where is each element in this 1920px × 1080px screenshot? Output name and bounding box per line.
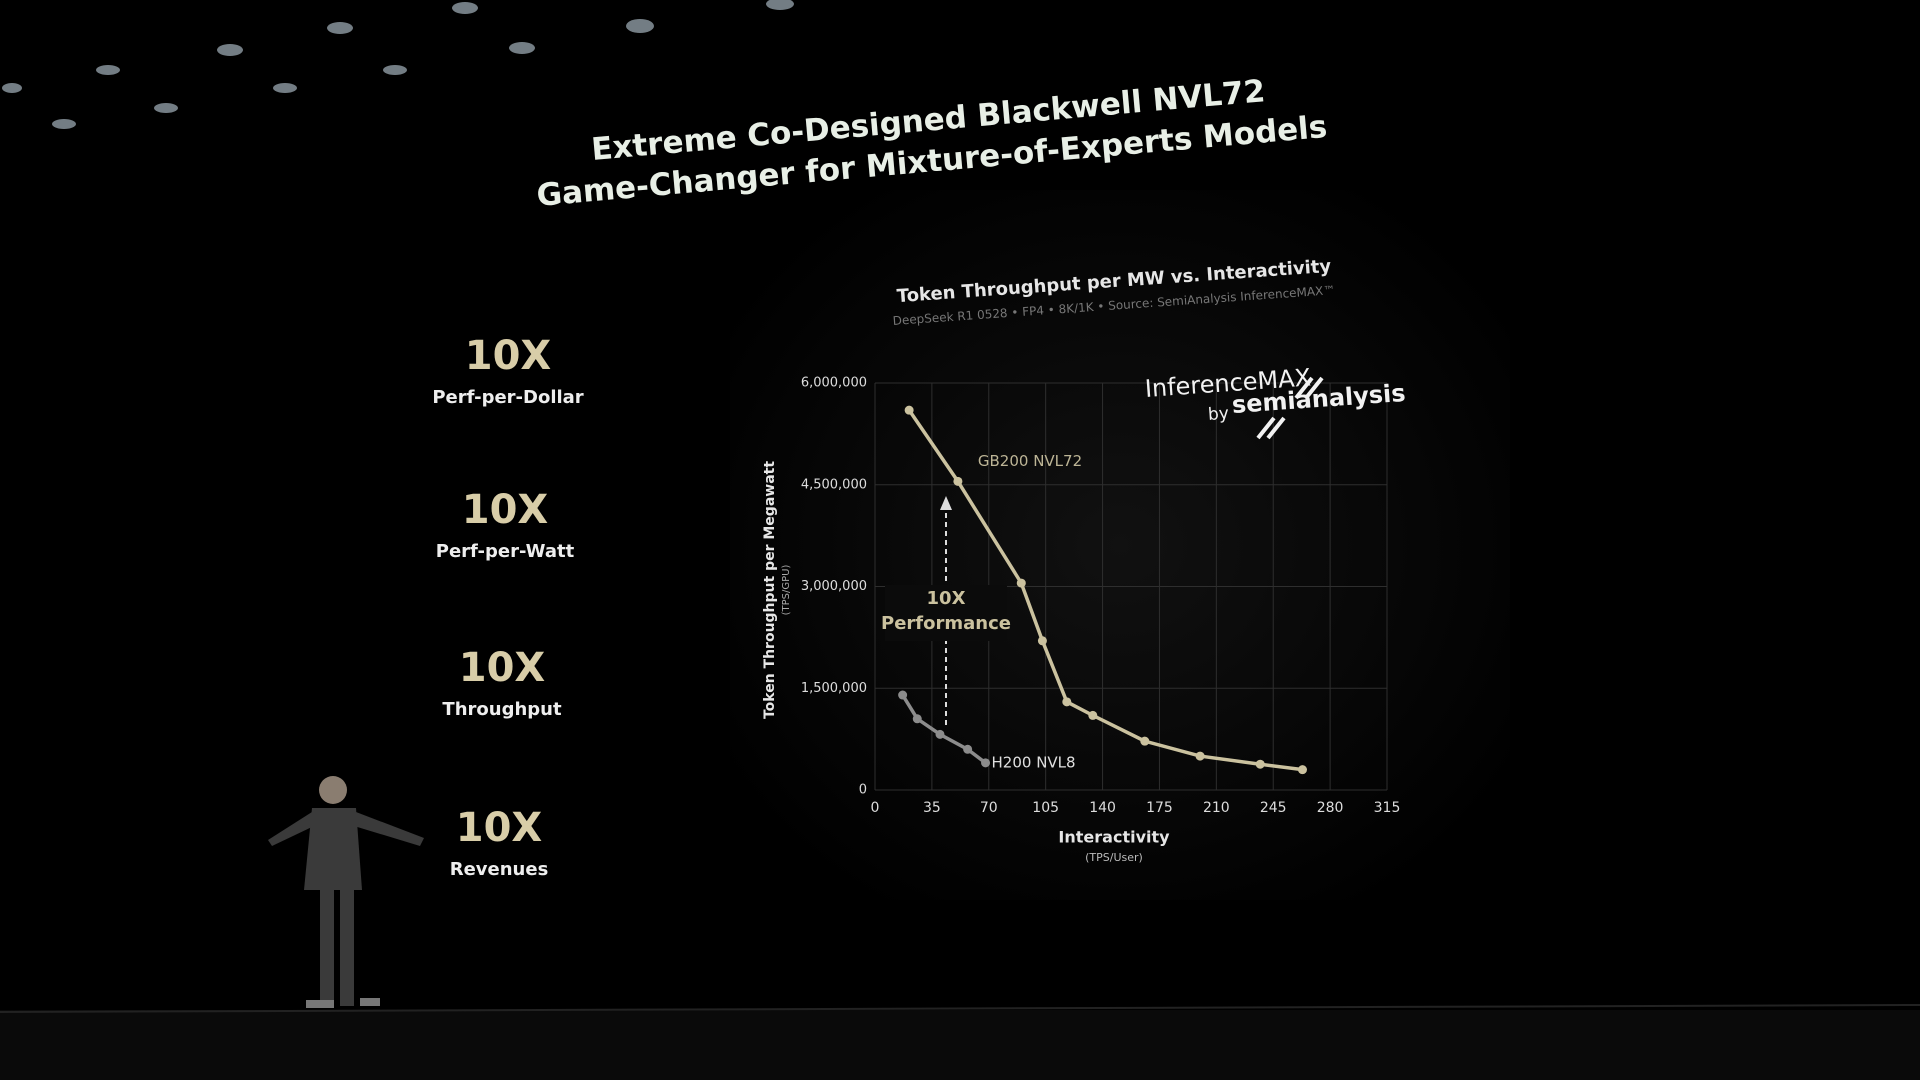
chart: Token Throughput per MW vs. Interactivit… <box>762 256 1406 864</box>
annotation: 10X <box>927 588 966 609</box>
y-tick-label: 1,500,000 <box>801 681 867 696</box>
stage-floor <box>0 1010 1920 1080</box>
data-point <box>981 758 991 768</box>
stage-edge <box>0 1004 1920 1013</box>
annotation-bg <box>885 585 1007 641</box>
x-tick-label: 70 <box>980 800 998 816</box>
logo-text: by <box>1207 404 1229 425</box>
x-tick-label: 105 <box>1032 800 1059 816</box>
y-axis-sublabel: (TPS/GPU) <box>781 565 792 616</box>
stat-label: Revenues <box>450 859 549 880</box>
series-line <box>907 409 1303 772</box>
data-point <box>1195 751 1205 761</box>
data-point <box>1062 697 1072 707</box>
y-tick-label: 3,000,000 <box>801 579 867 594</box>
data-point <box>953 476 963 486</box>
x-tick-label: 175 <box>1146 800 1173 816</box>
stat-label: Throughput <box>442 699 562 720</box>
series-label: GB200 NVL72 <box>978 452 1082 470</box>
stat-value: 10X <box>459 645 546 691</box>
annotation-arrowhead <box>940 496 952 510</box>
data-point <box>1297 765 1307 775</box>
ceiling-lights <box>2 0 794 129</box>
data-point <box>1016 578 1026 588</box>
data-point <box>898 690 908 700</box>
y-axis-label: Token Throughput per Megawatt <box>762 461 778 719</box>
y-tick-label: 4,500,000 <box>801 477 867 492</box>
data-point <box>1088 710 1098 720</box>
data-point <box>963 744 973 754</box>
x-tick-label: 245 <box>1260 800 1287 816</box>
x-tick-label: 280 <box>1317 800 1344 816</box>
stat-value: 10X <box>462 487 549 533</box>
x-tick-label: 0 <box>871 800 880 816</box>
data-point <box>912 714 922 724</box>
stat-value: 10X <box>465 333 552 379</box>
x-tick-label: 210 <box>1203 800 1230 816</box>
speaker <box>268 776 424 1008</box>
stat-label: Perf-per-Dollar <box>432 387 583 408</box>
stat-label: Perf-per-Watt <box>436 541 575 562</box>
annotation: Performance <box>881 613 1011 634</box>
series-label: H200 NVL8 <box>992 753 1076 771</box>
y-tick-label: 6,000,000 <box>801 376 867 391</box>
data-point <box>1140 736 1150 746</box>
stat-value: 10X <box>456 805 543 851</box>
data-point <box>904 405 914 415</box>
x-tick-label: 140 <box>1089 800 1116 816</box>
x-tick-label: 35 <box>923 800 941 816</box>
logo-slashes <box>1256 376 1324 440</box>
data-point <box>1037 636 1047 646</box>
data-point <box>935 729 945 739</box>
chart-panel <box>730 190 1510 900</box>
x-axis-sublabel: (TPS/User) <box>1085 851 1143 864</box>
data-point <box>1255 759 1265 769</box>
x-axis-label: Interactivity <box>1058 828 1170 847</box>
y-tick-label: 0 <box>859 783 867 798</box>
stats: 10X Perf-per-Dollar 10X Perf-per-Watt 10X Thr… <box>432 333 583 880</box>
x-tick-label: 315 <box>1374 800 1401 816</box>
